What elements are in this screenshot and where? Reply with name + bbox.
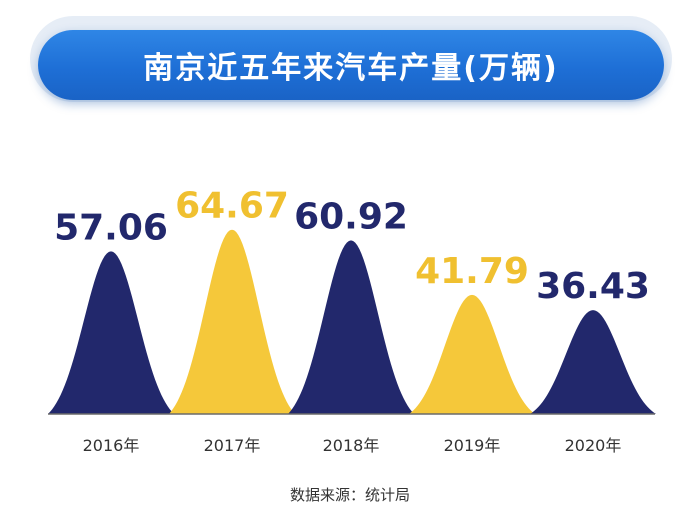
x-tick-label: 2016年	[83, 436, 140, 455]
value-label: 64.67	[175, 186, 289, 227]
value-label: 36.43	[536, 266, 650, 307]
x-tick-label: 2018年	[323, 436, 380, 455]
value-label: 60.92	[294, 196, 408, 237]
data-source-note: 数据来源：统计局	[289, 486, 410, 504]
bar-2020年	[530, 310, 656, 414]
bar-2017年	[169, 229, 295, 414]
chart-title: 南京近五年来汽车产量(万辆)	[143, 51, 559, 86]
value-label: 41.79	[415, 251, 529, 292]
x-tick-label: 2017年	[204, 436, 261, 455]
x-tick-label: 2020年	[565, 436, 622, 455]
chart-marks	[48, 229, 656, 414]
bar-2016年	[48, 251, 174, 414]
x-tick-label: 2019年	[444, 436, 501, 455]
bar-2018年	[288, 240, 414, 414]
bar-2019年	[409, 294, 535, 414]
x-axis-labels: 2016年 2017年 2018年 2019年 2020年	[83, 436, 622, 455]
title-banner: 南京近五年来汽车产量(万辆)	[38, 30, 664, 100]
value-label: 57.06	[54, 207, 168, 248]
